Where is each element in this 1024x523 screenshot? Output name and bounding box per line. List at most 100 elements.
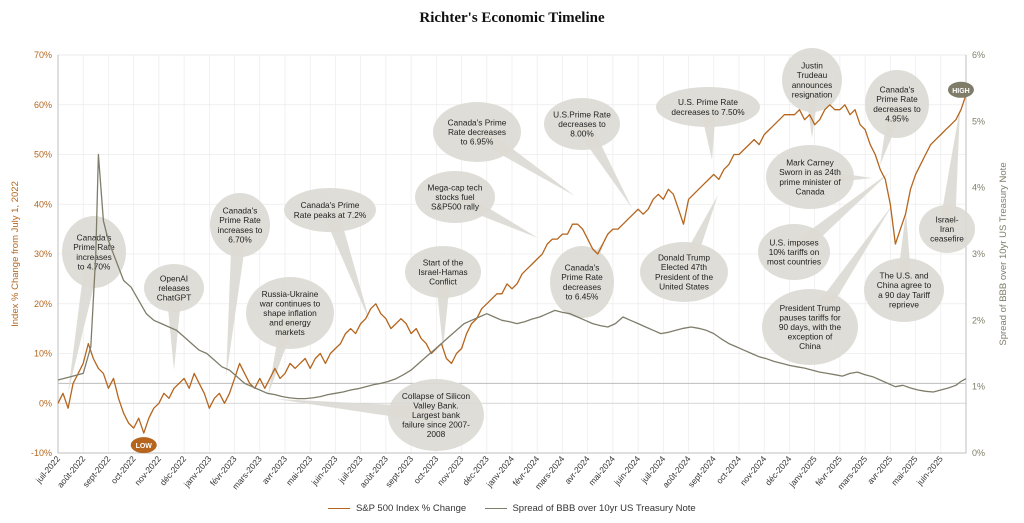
annotation-text: Prime Rate (876, 94, 918, 104)
annotation-text: Mega-cap tech (428, 182, 483, 192)
annotation-text: Sworn in as 24th (779, 167, 841, 177)
annotation-text: most countries (767, 257, 821, 267)
annotation-bubble (544, 98, 620, 150)
legend-item-sp500: S&P 500 Index % Change (328, 503, 466, 514)
annotation-text: ChatGPT (157, 293, 192, 303)
y-left-tick-label: -10% (31, 448, 52, 458)
annotation-text: and energy (269, 318, 311, 328)
annotation-text: war continues to (259, 298, 321, 308)
annotation-text: S&P500 rally (431, 202, 480, 212)
annotation-bubble (433, 102, 521, 162)
annotation-bubble (210, 193, 270, 257)
annotation-text: increases (76, 252, 112, 262)
legend: S&P 500 Index % Change Spread of BBB ove… (0, 503, 1024, 514)
annotation-bubble (758, 224, 830, 280)
annotation-text: to 4.70% (78, 261, 111, 271)
annotation-text: 8.00% (570, 129, 594, 139)
x-tick-label: juin-2025 (914, 454, 945, 488)
annotation-text: U.S.Prime Rate (553, 109, 611, 119)
annotation-bubble (762, 289, 858, 365)
annotation-text: OpenAI (160, 273, 188, 283)
annotation-text: Prime Rate (73, 242, 115, 252)
annotation-tail (939, 108, 960, 230)
annotation-text: decreases to (873, 104, 921, 114)
annotation-text: resignation (792, 89, 833, 99)
marker-label: LOW (136, 443, 153, 450)
annotation-text: failure since 2007- (402, 420, 470, 430)
annotation-text: releases (158, 283, 189, 293)
legend-swatch-sp500 (328, 507, 351, 509)
annotation-text: Canada (795, 186, 824, 196)
x-tick-label: juin-2024 (611, 454, 642, 488)
annotation-text: a 90 day Tariff (878, 290, 931, 300)
marker-badge (947, 81, 974, 98)
y-right-tick-label: 3% (972, 249, 985, 259)
annotation-text: decreases to 7.50% (671, 107, 745, 117)
annotation-text: announces (792, 80, 833, 90)
annotation-bubble (62, 216, 126, 288)
chart-title: Richter's Economic Timeline (419, 10, 605, 26)
y-left-tick-label: 30% (34, 249, 52, 259)
annotation-bubble (550, 246, 614, 318)
annotation-text: decreases (563, 282, 601, 292)
annotation-bubble (144, 264, 204, 312)
legend-item-spread: Spread of BBB over 10yr US Treasury Note (484, 503, 696, 514)
y-right-tick-label: 1% (972, 382, 985, 392)
annotation-tail (226, 224, 248, 378)
annotation-text: reprieve (889, 299, 919, 309)
annotation-text: to 6.95% (461, 137, 494, 147)
annotation-text: Canada's Prime (448, 117, 507, 127)
annotation-text: Donald Trump (658, 253, 710, 263)
marker-badge (130, 437, 157, 454)
annotation-text: Rate peaks at 7.2% (294, 210, 367, 220)
annotation-text: prime minister of (779, 177, 841, 187)
y-left-tick-label: 60% (34, 100, 52, 110)
annotation-bubble (919, 205, 975, 253)
annotation-text: U.S. Prime Rate (678, 97, 738, 107)
annotation-text: Mark Carney (786, 158, 834, 168)
annotation-text: President Trump (780, 303, 841, 313)
annotation-text: Conflict (429, 277, 457, 287)
annotation-text: Israel-Hamas (418, 267, 467, 277)
annotation-bubble (405, 246, 481, 298)
annotation-text: Prime Rate (219, 215, 261, 225)
annotation-text: Elected 47th (661, 262, 708, 272)
y-left-tick-label: 70% (34, 50, 52, 60)
y-left-axis-title: Index % Change from July 1, 2022 (10, 181, 21, 327)
annotation-text: The U.S. and (880, 271, 929, 281)
marker-label: HIGH (952, 88, 970, 95)
annotation-text: Canada's (223, 206, 258, 216)
annotation-text: China (799, 341, 821, 351)
y-right-tick-label: 5% (972, 116, 985, 126)
annotation-text: 6.70% (228, 234, 252, 244)
legend-label-spread: Spread of BBB over 10yr US Treasury Note (512, 503, 696, 514)
annotation-text: Russia-Ukraine (262, 289, 319, 299)
annotation-text: pauses tariffs for (779, 312, 840, 322)
annotation-bubble (246, 277, 334, 349)
annotation-text: markets (275, 327, 305, 337)
annotation-text: Prime Rate (561, 272, 603, 282)
annotation-text: increases to (218, 225, 263, 235)
annotation-text: 10% tariffs on (769, 247, 820, 257)
annotation-text: United States (659, 281, 709, 291)
annotation-text: Largest bank (412, 410, 461, 420)
y-left-tick-label: 50% (34, 150, 52, 160)
annotation-bubble (656, 87, 760, 127)
series-line-sp500 (57, 94, 967, 434)
annotation-text: 4.95% (885, 113, 909, 123)
annotation-bubble (640, 242, 728, 302)
annotation-text: Canada's (77, 233, 112, 243)
y-left-tick-label: 0% (39, 398, 52, 408)
annotation-bubble (766, 145, 854, 209)
